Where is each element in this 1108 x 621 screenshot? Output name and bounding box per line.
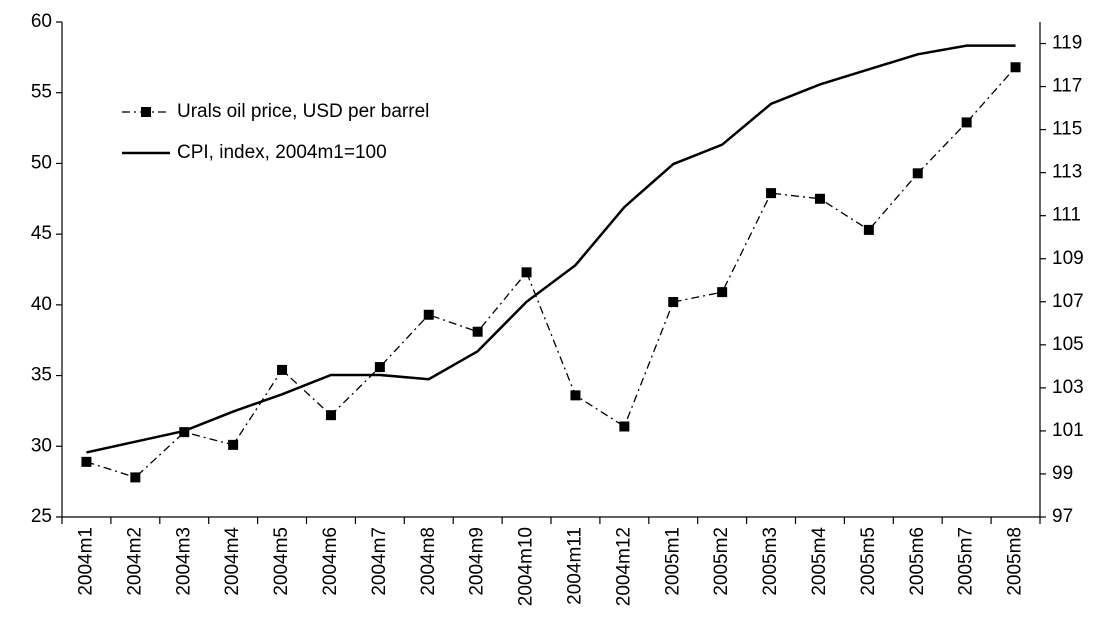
point-marker [472,326,483,337]
x-tick-label: 2005m7 [956,527,977,596]
point-marker [423,309,434,320]
x-tick-label: 2004m11 [564,527,585,605]
point-marker [863,224,874,235]
series-line [86,44,1016,454]
y2-tick-label: 99 [1052,463,1073,484]
legend-marker [141,107,151,117]
point-marker [1010,62,1021,73]
x-tick-label: 2004m10 [516,527,537,606]
point-marker [228,439,239,450]
y2-tick-label: 117 [1052,76,1082,97]
point-marker [81,456,92,467]
y-tick-label: 50 [31,152,52,173]
x-tick-label: 2004m9 [467,527,488,596]
point-marker [130,472,141,483]
y2-tick-label: 97 [1052,506,1073,527]
point-marker [325,410,336,421]
y-tick-label: 30 [31,435,52,456]
y-tick-label: 40 [31,294,52,315]
x-tick-label: 2004m6 [320,527,341,596]
series-line [86,66,1017,479]
y2-tick-label: 115 [1052,119,1082,140]
y2-tick-label: 103 [1052,377,1084,398]
point-marker [766,188,777,199]
x-tick-label: 2004m2 [124,527,145,596]
x-tick-label: 2005m5 [858,527,879,596]
y-tick-label: 25 [31,506,52,527]
y2-tick-label: 119 [1052,33,1082,54]
y-tick-label: 45 [31,223,52,244]
x-tick-label: 2005m1 [662,527,683,596]
x-tick-label: 2004m7 [369,527,390,596]
point-marker [961,117,972,128]
y-tick-label: 60 [31,11,52,32]
point-marker [619,421,630,432]
point-marker [521,267,532,278]
x-tick-label: 2005m6 [907,527,928,596]
point-marker [277,364,288,375]
x-tick-label: 2005m3 [760,527,781,596]
point-marker [570,390,581,401]
y2-tick-label: 113 [1052,162,1082,183]
legend-label: CPI, index, 2004m1=100 [177,142,387,163]
x-tick-label: 2004m12 [613,527,634,606]
point-marker [814,193,825,204]
x-tick-label: 2004m3 [173,527,194,596]
x-tick-label: 2005m2 [711,527,732,596]
x-tick-label: 2004m4 [222,527,243,596]
y2-tick-label: 111 [1052,205,1081,226]
y2-tick-label: 109 [1052,248,1084,269]
point-marker [668,297,679,308]
y2-tick-label: 107 [1052,291,1084,312]
y-tick-label: 55 [31,82,52,103]
point-marker [374,362,385,373]
point-marker [717,287,728,298]
point-marker [912,168,923,179]
legend-label: Urals oil price, USD per barrel [177,101,429,122]
y-tick-label: 35 [31,365,52,386]
x-tick-label: 2004m8 [418,527,439,596]
x-tick-label: 2004m1 [75,527,96,596]
y2-tick-label: 105 [1052,334,1084,355]
x-tick-label: 2005m8 [1005,527,1026,596]
y2-tick-label: 101 [1052,420,1084,441]
x-tick-label: 2005m4 [809,527,830,596]
x-tick-label: 2004m5 [271,527,292,596]
